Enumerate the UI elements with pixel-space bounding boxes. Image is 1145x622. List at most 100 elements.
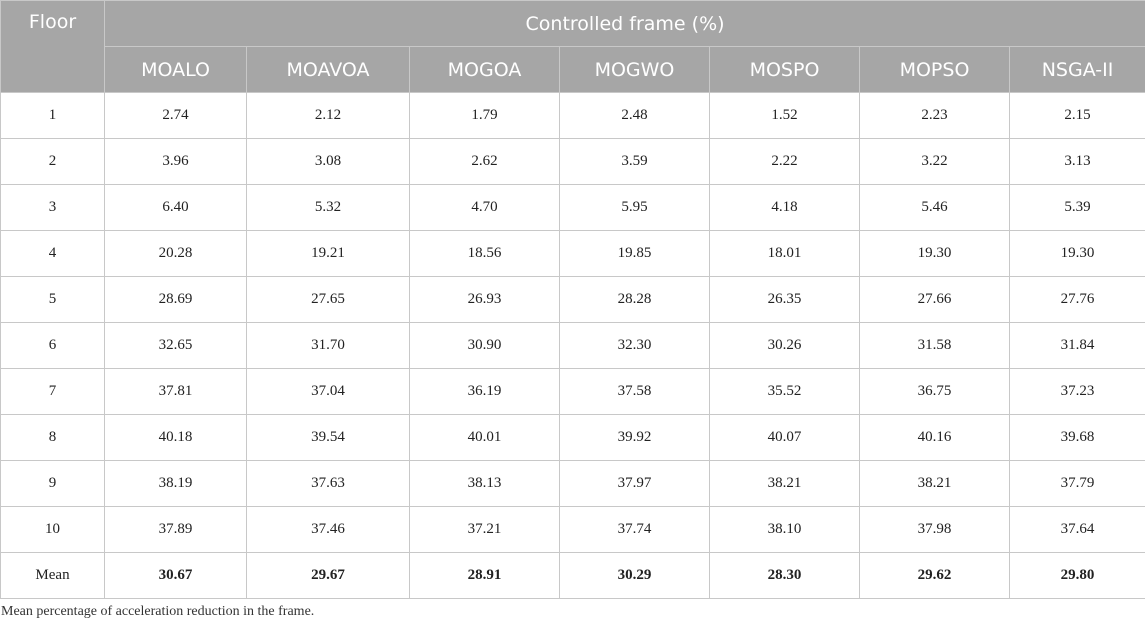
table-cell: 38.10 [709,506,860,553]
row-label: 6 [0,322,105,369]
table-cell: 39.68 [1008,414,1145,461]
table-cell: 28.91 [409,552,560,599]
table-cell: 37.97 [559,460,710,507]
table-cell: 39.92 [559,414,710,461]
table-cell: 37.81 [104,368,247,415]
table-cell: 28.69 [104,276,247,323]
table-cell: 36.75 [859,368,1010,415]
table-cell: 30.67 [104,552,247,599]
table-cell: 2.48 [559,92,710,139]
table-cell: 38.19 [104,460,247,507]
results-table: Floor Controlled frame (%) MOALO MOAVOA … [0,0,1145,599]
table-cell: 3.59 [559,138,710,185]
table-cell: 30.90 [409,322,560,369]
table-cell: 40.01 [409,414,560,461]
table-cell: 27.66 [859,276,1010,323]
row-label: 5 [0,276,105,323]
table-cell: 40.07 [709,414,860,461]
table-cell: 2.23 [859,92,1010,139]
table-cell: 18.56 [409,230,560,277]
table-cell: 18.01 [709,230,860,277]
table-cell: 30.26 [709,322,860,369]
table-cell: 30.29 [559,552,710,599]
column-header: NSGA-II [1008,46,1145,93]
table-cell: 31.58 [859,322,1010,369]
table-cell: 29.80 [1008,552,1145,599]
table-row: 4 20.28 19.21 18.56 19.85 18.01 19.30 19.30 [0,230,1145,277]
table-cell: 2.12 [246,92,410,139]
table-cell: 29.62 [859,552,1010,599]
table-cell: 2.15 [1008,92,1145,139]
table-cell: 3.13 [1008,138,1145,185]
table-cell: 28.28 [559,276,710,323]
column-header: MOSPO [709,46,860,93]
table-cell: 3.96 [104,138,247,185]
floor-header: Floor [0,0,105,93]
table-cell: 5.32 [246,184,410,231]
table-cell: 1.52 [709,92,860,139]
table-row: 10 37.89 37.46 37.21 37.74 38.10 37.98 37.64 [0,506,1145,553]
column-header: MOALO [104,46,247,93]
table-row: 1 2.74 2.12 1.79 2.48 1.52 2.23 2.15 [0,92,1145,139]
table-cell: 37.64 [1008,506,1145,553]
table-cell: 32.65 [104,322,247,369]
table-cell: 19.21 [246,230,410,277]
table-cell: 35.52 [709,368,860,415]
table-footnote: Mean percentage of acceleration reductio… [1,604,315,619]
table-cell: 37.46 [246,506,410,553]
row-label: Mean [0,552,105,599]
table-cell: 2.62 [409,138,560,185]
row-label: 8 [0,414,105,461]
table-cell: 6.40 [104,184,247,231]
table-cell: 5.46 [859,184,1010,231]
row-label: 4 [0,230,105,277]
table-row: 2 3.96 3.08 2.62 3.59 2.22 3.22 3.13 [0,138,1145,185]
table-cell: 37.21 [409,506,560,553]
table-cell: 37.74 [559,506,710,553]
table-cell: 1.79 [409,92,560,139]
table-row: 9 38.19 37.63 38.13 37.97 38.21 38.21 37.79 [0,460,1145,507]
row-label: 7 [0,368,105,415]
table-cell: 19.85 [559,230,710,277]
table-cell: 26.93 [409,276,560,323]
row-label: 10 [0,506,105,553]
table-row: 6 32.65 31.70 30.90 32.30 30.26 31.58 31.84 [0,322,1145,369]
table-cell: 37.58 [559,368,710,415]
table-cell: 37.79 [1008,460,1145,507]
table-cell: 27.65 [246,276,410,323]
table-cell: 4.70 [409,184,560,231]
table-row: 5 28.69 27.65 26.93 28.28 26.35 27.66 27.76 [0,276,1145,323]
table-cell: 19.30 [859,230,1010,277]
column-header: MOAVOA [246,46,410,93]
table-cell: 29.67 [246,552,410,599]
table-cell: 28.30 [709,552,860,599]
table-cell: 31.84 [1008,322,1145,369]
table-cell: 38.21 [709,460,860,507]
table-cell: 27.76 [1008,276,1145,323]
table-cell: 31.70 [246,322,410,369]
table-cell: 5.95 [559,184,710,231]
table-cell: 37.63 [246,460,410,507]
table-row: Mean 30.67 29.67 28.91 30.29 28.30 29.62 29.80 [0,552,1145,599]
table-cell: 39.54 [246,414,410,461]
table-cell: 40.18 [104,414,247,461]
table-cell: 37.04 [246,368,410,415]
group-header: Controlled frame (%) [103,0,1145,47]
column-header: MOGWO [559,46,710,93]
table-cell: 37.98 [859,506,1010,553]
table-cell: 5.39 [1008,184,1145,231]
table-cell: 37.89 [104,506,247,553]
table-cell: 36.19 [409,368,560,415]
table-row: 7 37.81 37.04 36.19 37.58 35.52 36.75 37.23 [0,368,1145,415]
row-label: 2 [0,138,105,185]
table-cell: 3.22 [859,138,1010,185]
column-header: MOGOA [409,46,560,93]
row-label: 3 [0,184,105,231]
table-cell: 37.23 [1008,368,1145,415]
table-cell: 2.74 [104,92,247,139]
table-row: 8 40.18 39.54 40.01 39.92 40.07 40.16 39.68 [0,414,1145,461]
table-row: 3 6.40 5.32 4.70 5.95 4.18 5.46 5.39 [0,184,1145,231]
table-cell: 3.08 [246,138,410,185]
table-cell: 40.16 [859,414,1010,461]
